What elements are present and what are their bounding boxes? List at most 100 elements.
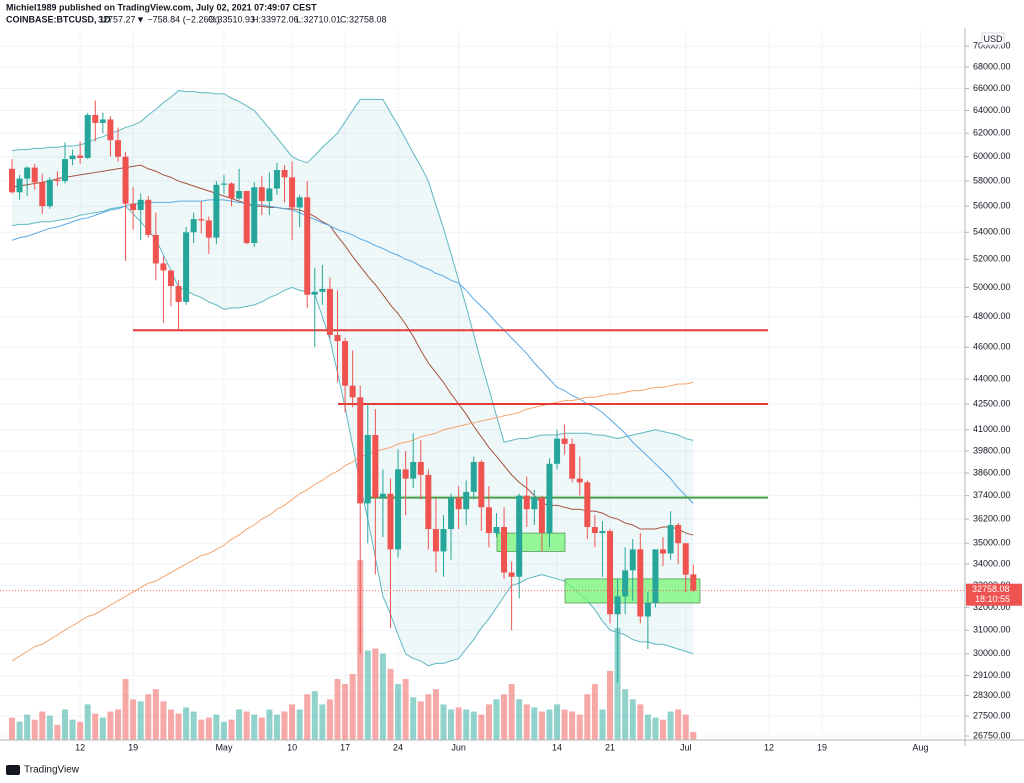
volume-bar bbox=[107, 711, 114, 740]
volume-bar bbox=[652, 717, 659, 740]
y-tick-label: 70000.00 bbox=[973, 41, 1011, 51]
candle-body bbox=[652, 549, 659, 604]
y-tick-label: 31000.00 bbox=[973, 625, 1011, 635]
volume-bar bbox=[92, 713, 99, 740]
candle-body bbox=[24, 167, 31, 179]
axes: 70000.00 68000.00 66000.00 64000.00 62000.00… bbox=[75, 41, 1022, 752]
last-price-box bbox=[966, 583, 1022, 606]
volume-bar bbox=[243, 711, 250, 740]
candle-body bbox=[281, 170, 288, 178]
indicator-line bbox=[11, 381, 694, 662]
volume-bar bbox=[137, 701, 144, 740]
volume-bar bbox=[145, 694, 152, 740]
zone bbox=[496, 532, 566, 552]
candle-body bbox=[349, 385, 356, 398]
candle-body bbox=[569, 443, 576, 479]
volume-bar bbox=[682, 714, 689, 740]
volume-bar bbox=[690, 731, 697, 740]
candle-body bbox=[644, 603, 651, 617]
candle-body bbox=[258, 187, 265, 202]
volume-bar bbox=[122, 678, 129, 740]
ohlc: H:33972.06 bbox=[252, 14, 299, 24]
candle-body bbox=[69, 155, 76, 160]
candle-body bbox=[531, 497, 538, 510]
y-tick-label: 48000.00 bbox=[973, 311, 1011, 321]
volume-bar bbox=[629, 699, 636, 740]
volume-bar bbox=[84, 704, 91, 740]
candle-body bbox=[220, 183, 227, 185]
volume-bar bbox=[425, 694, 432, 740]
candle-body bbox=[99, 119, 106, 123]
candle-body bbox=[493, 527, 500, 534]
volume-bar bbox=[296, 709, 303, 740]
volume-bar bbox=[667, 711, 674, 740]
volume-bar bbox=[554, 704, 561, 740]
y-tick-label: 38600.00 bbox=[973, 467, 1011, 477]
volume-bar bbox=[16, 721, 23, 740]
volume-bar bbox=[220, 721, 227, 740]
candle-body bbox=[334, 334, 341, 342]
volume-bar bbox=[395, 684, 402, 740]
volume-bar bbox=[584, 694, 591, 740]
volume-bar bbox=[387, 668, 394, 740]
candle-body bbox=[629, 549, 636, 571]
candle-body bbox=[637, 549, 644, 617]
candle-body bbox=[205, 220, 212, 238]
candle-body bbox=[357, 397, 364, 504]
volume-bar bbox=[160, 701, 167, 740]
volume-bar bbox=[69, 719, 76, 740]
candle-body bbox=[31, 167, 38, 183]
y-tick-label: 54000.00 bbox=[973, 227, 1011, 237]
volume-bar bbox=[326, 699, 333, 740]
candle-body bbox=[682, 543, 689, 575]
volume-bar bbox=[183, 707, 190, 740]
volume-bar bbox=[266, 709, 273, 740]
candle-body bbox=[501, 527, 508, 573]
volume-bar bbox=[546, 709, 553, 740]
candle-body bbox=[273, 170, 280, 189]
y-tick-label: 44000.00 bbox=[973, 374, 1011, 384]
volume-bar bbox=[478, 714, 485, 740]
y-tick-label: 29100.00 bbox=[973, 670, 1011, 680]
y-tick-label: 34000.00 bbox=[973, 558, 1011, 568]
volume-bar bbox=[675, 709, 682, 740]
y-tick-label: 30000.00 bbox=[973, 648, 1011, 658]
volume-bar bbox=[289, 704, 296, 740]
volume-bar bbox=[599, 709, 606, 740]
last: 32757.27 bbox=[98, 14, 136, 24]
currency-box bbox=[981, 32, 1005, 46]
volume-bar bbox=[152, 689, 159, 740]
y-tick-label: 62000.00 bbox=[973, 128, 1011, 138]
candle-body bbox=[213, 184, 220, 238]
volume-bar bbox=[432, 689, 439, 740]
candle-body bbox=[440, 529, 447, 552]
candle-body bbox=[660, 549, 667, 554]
candle-body bbox=[137, 199, 144, 211]
volume-bar bbox=[410, 697, 417, 740]
candle-body bbox=[554, 438, 561, 464]
volume-bar bbox=[114, 709, 121, 740]
volume-bar bbox=[372, 648, 379, 740]
volume-bar bbox=[24, 714, 31, 740]
candle-body bbox=[508, 572, 515, 577]
volume-bar bbox=[561, 709, 568, 740]
y-tick-label: 68000.00 bbox=[973, 61, 1011, 71]
volume-bar bbox=[402, 678, 409, 740]
ohlc: C:32758.08 bbox=[340, 14, 387, 24]
volume-bar bbox=[258, 717, 265, 740]
candle-body bbox=[342, 341, 349, 386]
currency: USD bbox=[983, 34, 1003, 44]
logo bbox=[6, 765, 20, 775]
x-tick-label: Aug bbox=[912, 742, 928, 752]
candle-body bbox=[395, 469, 402, 550]
plot-area bbox=[0, 30, 965, 740]
volume-bar bbox=[637, 704, 644, 740]
volume-bar bbox=[463, 709, 470, 740]
x-tick-label: 17 bbox=[340, 742, 350, 752]
volume-bar bbox=[130, 699, 137, 740]
volume-bar bbox=[607, 670, 614, 740]
candle-body bbox=[77, 155, 84, 158]
volume-bar bbox=[46, 715, 53, 740]
volume-bar bbox=[455, 707, 462, 740]
